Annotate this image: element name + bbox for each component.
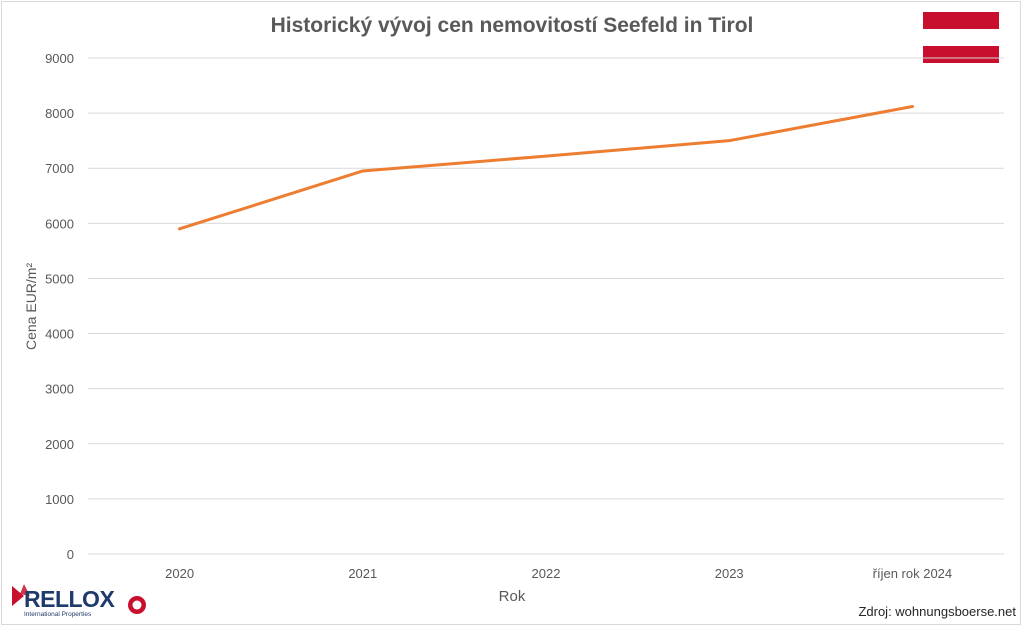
x-tick-label: 2021: [348, 566, 377, 581]
x-tick-label: 2022: [532, 566, 561, 581]
y-tick-label: 6000: [45, 216, 74, 231]
logo-wordmark: RELLOX: [24, 586, 114, 613]
data-point: [728, 139, 731, 142]
logo-tagline: International Properties: [24, 611, 91, 618]
x-axis-label: Rok: [0, 588, 1024, 605]
y-tick-label: 8000: [45, 106, 74, 121]
rellox-logo: RELLOX International Properties: [10, 582, 150, 622]
series-line: [180, 106, 913, 228]
data-point: [545, 155, 548, 158]
y-axis-label: Cena EUR/m²: [23, 263, 39, 350]
x-tick-label: 2020: [165, 566, 194, 581]
data-point: [178, 227, 181, 230]
y-tick-label: 3000: [45, 382, 74, 397]
y-tick-label: 9000: [45, 51, 74, 66]
y-tick-label: 1000: [45, 492, 74, 507]
y-tick-label: 0: [67, 547, 74, 562]
y-tick-label: 4000: [45, 327, 74, 342]
source-note: Zdroj: wohnungsboerse.net: [858, 604, 1016, 619]
y-tick-label: 5000: [45, 271, 74, 286]
x-tick-label: 2023: [715, 566, 744, 581]
y-tick-label: 2000: [45, 437, 74, 452]
y-tick-label: 7000: [45, 161, 74, 176]
x-tick-label: říjen rok 2024: [873, 566, 953, 581]
data-point: [361, 169, 364, 172]
data-point: [911, 105, 914, 108]
